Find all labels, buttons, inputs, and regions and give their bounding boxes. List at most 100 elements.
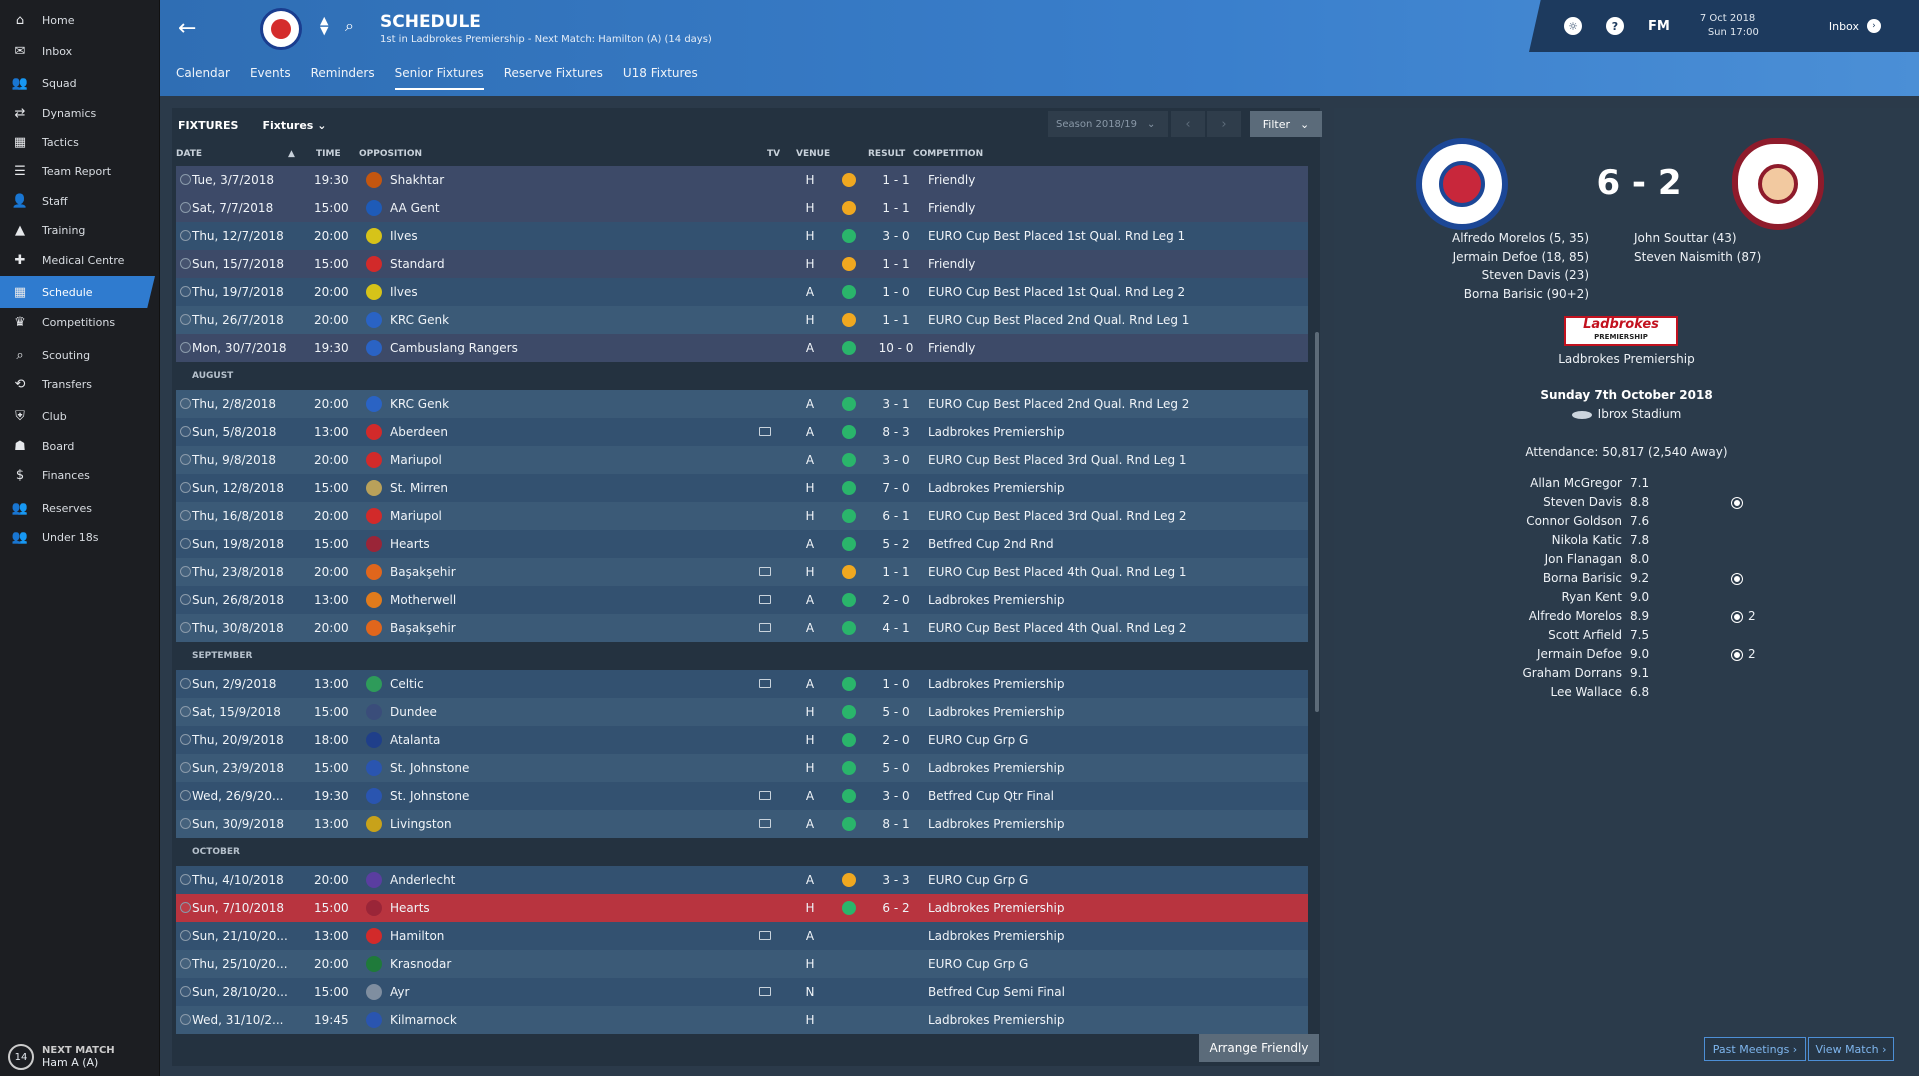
fixture-competition[interactable]: EURO Cup Best Placed 4th Qual. Rnd Leg 2 xyxy=(928,621,1187,635)
fixture-score[interactable]: 7 - 0 xyxy=(882,481,910,495)
fixture-competition[interactable]: EURO Cup Grp G xyxy=(928,957,1029,971)
fm-menu-button[interactable]: FM xyxy=(1648,18,1670,34)
col-opposition[interactable]: OPPOSITION xyxy=(359,149,422,159)
fixture-score[interactable]: 1 - 1 xyxy=(882,173,910,187)
fixture-competition[interactable]: EURO Cup Grp G xyxy=(928,873,1029,887)
search-icon[interactable]: ⌕ xyxy=(345,16,354,35)
player-rating-row[interactable]: Allan McGregor 7.1 xyxy=(1334,474,1919,493)
fixture-checkbox[interactable] xyxy=(180,174,191,185)
fixture-competition[interactable]: Friendly xyxy=(928,173,976,187)
sidebar-item-schedule[interactable]: ▦ Schedule xyxy=(0,276,155,308)
away-crest-icon[interactable] xyxy=(1732,138,1824,230)
fixture-opponent[interactable]: Ilves xyxy=(390,229,418,243)
col-result[interactable]: RESULT xyxy=(868,149,906,159)
fixture-row[interactable]: Thu, 9/8/2018 20:00 Mariupol A 3 - 0 EURO Cup… xyxy=(176,446,1308,474)
fixture-opponent[interactable]: St. Johnstone xyxy=(390,789,470,803)
player-rating-row[interactable]: Jermain Defoe 9.0 2 xyxy=(1334,645,1919,664)
fixture-opponent[interactable]: Hamilton xyxy=(390,929,445,943)
fixture-competition[interactable]: Ladbrokes Premiership xyxy=(928,817,1065,831)
fixture-opponent[interactable]: Anderlecht xyxy=(390,873,456,887)
fixture-opponent[interactable]: Motherwell xyxy=(390,593,457,607)
fixture-competition[interactable]: Ladbrokes Premiership xyxy=(928,593,1065,607)
fixture-opponent[interactable]: Shakhtar xyxy=(390,173,445,187)
fixture-score[interactable]: 3 - 1 xyxy=(882,397,910,411)
fixture-row[interactable]: Sat, 15/9/2018 15:00 Dundee H 5 - 0 Ladbrokes… xyxy=(176,698,1308,726)
fixture-competition[interactable]: EURO Cup Grp G xyxy=(928,733,1029,747)
fixture-score[interactable]: 6 - 1 xyxy=(882,509,910,523)
tab-reminders[interactable]: Reminders xyxy=(310,66,375,80)
sidebar-item-dynamics[interactable]: ⇄ Dynamics xyxy=(0,97,155,129)
sidebar-item-tactics[interactable]: ▦ Tactics xyxy=(0,126,155,158)
fixture-row[interactable]: Thu, 23/8/2018 20:00 Başakşehir H 1 - 1 EURO … xyxy=(176,558,1308,586)
competition-logo[interactable]: Ladbrokes PREMIERSHIP xyxy=(1564,316,1678,346)
season-dropdown[interactable]: Season 2018/19 ⌄ xyxy=(1048,111,1168,137)
fixture-opponent[interactable]: Ilves xyxy=(390,285,418,299)
fixture-row[interactable]: Wed, 31/10/2... 19:45 Kilmarnock H Ladbrokes… xyxy=(176,1006,1308,1034)
switch-team-icon[interactable]: ▲ ▼ xyxy=(320,14,329,37)
fixture-row[interactable]: Sun, 15/7/2018 15:00 Standard H 1 - 1 Friendl… xyxy=(176,250,1308,278)
fixture-opponent[interactable]: Hearts xyxy=(390,537,430,551)
fixture-opponent[interactable]: Hearts xyxy=(390,901,430,915)
fixture-row[interactable]: Tue, 3/7/2018 19:30 Shakhtar H 1 - 1 Friendly xyxy=(176,166,1308,194)
player-rating-row[interactable]: Alfredo Morelos 8.9 2 xyxy=(1334,607,1919,626)
fixture-competition[interactable]: Betfred Cup Semi Final xyxy=(928,985,1065,999)
fixture-competition[interactable]: EURO Cup Best Placed 4th Qual. Rnd Leg 1 xyxy=(928,565,1187,579)
fixture-opponent[interactable]: Aberdeen xyxy=(390,425,448,439)
fixture-score[interactable]: 3 - 3 xyxy=(882,873,910,887)
home-crest-icon[interactable] xyxy=(1416,138,1508,230)
scrollbar[interactable] xyxy=(1315,332,1319,712)
fixture-score[interactable]: 1 - 0 xyxy=(882,285,910,299)
fixture-checkbox[interactable] xyxy=(180,426,191,437)
fixture-checkbox[interactable] xyxy=(180,342,191,353)
fixture-row[interactable]: Sun, 30/9/2018 13:00 Livingston A 8 - 1 Ladbr… xyxy=(176,810,1308,838)
sidebar-item-reserves[interactable]: 👥 Reserves xyxy=(0,492,155,524)
col-competition[interactable]: COMPETITION xyxy=(913,149,984,159)
fixture-competition[interactable]: Friendly xyxy=(928,257,976,271)
fixture-row[interactable]: Sun, 23/9/2018 15:00 St. Johnstone H 5 - 0 La… xyxy=(176,754,1308,782)
club-crest-icon[interactable] xyxy=(260,8,302,50)
fixture-score[interactable]: 5 - 2 xyxy=(882,537,910,551)
fixture-opponent[interactable]: Dundee xyxy=(390,705,437,719)
fixture-score[interactable]: 5 - 0 xyxy=(882,705,910,719)
sidebar-item-team-report[interactable]: ☰ Team Report xyxy=(0,155,155,187)
fixture-opponent[interactable]: Livingston xyxy=(390,817,452,831)
fixture-competition[interactable]: EURO Cup Best Placed 3rd Qual. Rnd Leg 1 xyxy=(928,453,1187,467)
player-rating-row[interactable]: Scott Arfield 7.5 xyxy=(1334,626,1919,645)
fixture-row[interactable]: Sun, 2/9/2018 13:00 Celtic A 1 - 0 Ladbrokes … xyxy=(176,670,1308,698)
help-icon[interactable]: ? xyxy=(1606,17,1624,35)
fixture-competition[interactable]: EURO Cup Best Placed 2nd Qual. Rnd Leg 2 xyxy=(928,397,1190,411)
fixture-competition[interactable]: Ladbrokes Premiership xyxy=(928,425,1065,439)
fixture-checkbox[interactable] xyxy=(180,398,191,409)
arrange-friendly-button[interactable]: Arrange Friendly xyxy=(1199,1034,1319,1062)
fixture-opponent[interactable]: Celtic xyxy=(390,677,424,691)
fixture-opponent[interactable]: Mariupol xyxy=(390,453,442,467)
fixture-score[interactable]: 2 - 0 xyxy=(882,733,910,747)
fixture-row[interactable]: Thu, 20/9/2018 18:00 Atalanta H 2 - 0 EURO Cu… xyxy=(176,726,1308,754)
fixture-checkbox[interactable] xyxy=(180,734,191,745)
sidebar-item-inbox[interactable]: ✉ Inbox xyxy=(0,35,155,67)
tab-u18-fixtures[interactable]: U18 Fixtures xyxy=(622,66,698,80)
fixture-score[interactable]: 10 - 0 xyxy=(878,341,914,355)
fixtures-view-dropdown[interactable]: Fixtures ⌄ xyxy=(262,119,326,132)
fixture-checkbox[interactable] xyxy=(180,762,191,773)
fixture-row[interactable]: Thu, 12/7/2018 20:00 Ilves H 3 - 0 EURO Cup B… xyxy=(176,222,1308,250)
player-rating-row[interactable]: Jon Flanagan 8.0 xyxy=(1334,550,1919,569)
sidebar-item-training[interactable]: ▲ Training xyxy=(0,214,155,246)
fixture-score[interactable]: 8 - 3 xyxy=(882,425,910,439)
fixture-score[interactable]: 3 - 0 xyxy=(882,789,910,803)
tab-events[interactable]: Events xyxy=(249,66,291,80)
past-meetings-button[interactable]: Past Meetings › xyxy=(1704,1037,1806,1061)
next-match-widget[interactable]: 14 NEXT MATCH Ham A (A) xyxy=(8,1044,115,1070)
home-scorer[interactable]: Steven Davis (23) xyxy=(1481,268,1589,282)
fixture-checkbox[interactable] xyxy=(180,930,191,941)
fixture-row[interactable]: Thu, 2/8/2018 20:00 KRC Genk A 3 - 1 EURO Cup… xyxy=(176,390,1308,418)
fixture-score[interactable]: 8 - 1 xyxy=(882,817,910,831)
fixture-checkbox[interactable] xyxy=(180,230,191,241)
sidebar-item-finances[interactable]: $ Finances xyxy=(0,459,155,491)
sidebar-item-home[interactable]: ⌂ Home xyxy=(0,4,155,36)
player-rating-row[interactable]: Ryan Kent 9.0 xyxy=(1334,588,1919,607)
fixture-checkbox[interactable] xyxy=(180,986,191,997)
fixture-score[interactable]: 2 - 0 xyxy=(882,593,910,607)
fixture-row[interactable]: Sun, 12/8/2018 15:00 St. Mirren H 7 - 0 Ladbr… xyxy=(176,474,1308,502)
fixture-opponent[interactable]: Mariupol xyxy=(390,509,442,523)
